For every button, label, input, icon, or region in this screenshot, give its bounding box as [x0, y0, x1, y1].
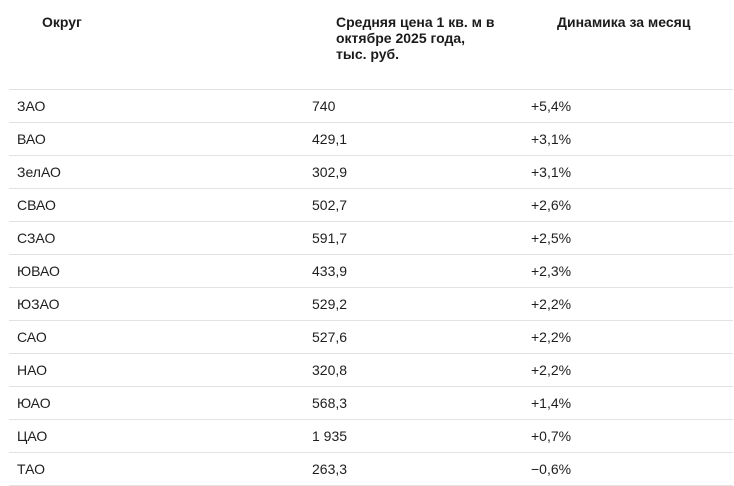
- cell-price: 502,7: [312, 197, 348, 213]
- table-row: ЮЗАО 529,2 +2,2%: [9, 288, 733, 321]
- table-row: ЗелАО 302,9 +3,1%: [9, 156, 733, 189]
- table-row: ЦАО 1 935 +0,7%: [9, 420, 733, 453]
- table-row: ЮВАО 433,9 +2,3%: [9, 255, 733, 288]
- cell-district: ЗАО: [17, 98, 46, 114]
- table-row: НАО 320,8 +2,2%: [9, 354, 733, 387]
- cell-dynamics: +3,1%: [531, 131, 572, 147]
- cell-district: СВАО: [17, 197, 56, 213]
- cell-district: ЮВАО: [17, 263, 60, 279]
- cell-dynamics: +1,4%: [531, 395, 572, 411]
- cell-district: САО: [17, 329, 47, 345]
- cell-price: 263,3: [312, 461, 348, 477]
- table-row: ЮАО 568,3 +1,4%: [9, 387, 733, 420]
- price-table: Округ Средняя цена 1 кв. м в октябре 202…: [9, 0, 733, 486]
- table-row: ЗАО 740 +5,4%: [9, 90, 733, 123]
- cell-district: ЮЗАО: [17, 296, 60, 312]
- header-district: Округ: [42, 14, 82, 30]
- table-row: СВАО 502,7 +2,6%: [9, 189, 733, 222]
- table-row: ТАО 263,3 −0,6%: [9, 453, 733, 486]
- table-row: ВАО 429,1 +3,1%: [9, 123, 733, 156]
- header-dynamics: Динамика за месяц: [557, 14, 691, 30]
- cell-district: СЗАО: [17, 230, 56, 246]
- cell-dynamics: −0,6%: [531, 461, 572, 477]
- cell-dynamics: +2,5%: [531, 230, 572, 246]
- cell-dynamics: +2,6%: [531, 197, 572, 213]
- table-row: САО 527,6 +2,2%: [9, 321, 733, 354]
- cell-dynamics: +0,7%: [531, 428, 572, 444]
- cell-district: ЗелАО: [17, 164, 61, 180]
- cell-price: 527,6: [312, 329, 348, 345]
- table-body: ЗАО 740 +5,4% ВАО 429,1 +3,1% ЗелАО 302,9 +3,1% С…: [9, 90, 733, 486]
- cell-price: 740: [312, 98, 336, 114]
- cell-dynamics: +5,4%: [531, 98, 572, 114]
- cell-dynamics: +3,1%: [531, 164, 572, 180]
- cell-price: 529,2: [312, 296, 348, 312]
- cell-price: 429,1: [312, 131, 348, 147]
- cell-price: 1 935: [312, 428, 348, 444]
- cell-district: ЦАО: [17, 428, 48, 444]
- table-header: Округ Средняя цена 1 кв. м в октябре 202…: [9, 0, 733, 90]
- cell-price: 302,9: [312, 164, 348, 180]
- cell-dynamics: +2,2%: [531, 329, 572, 345]
- cell-district: ТАО: [17, 461, 46, 477]
- cell-dynamics: +2,3%: [531, 263, 572, 279]
- cell-dynamics: +2,2%: [531, 362, 572, 378]
- cell-price: 591,7: [312, 230, 348, 246]
- cell-district: ВАО: [17, 131, 46, 147]
- table-row: СЗАО 591,7 +2,5%: [9, 222, 733, 255]
- cell-dynamics: +2,2%: [531, 296, 572, 312]
- cell-price: 320,8: [312, 362, 348, 378]
- cell-price: 568,3: [312, 395, 348, 411]
- header-price: Средняя цена 1 кв. м в октябре 2025 года…: [336, 14, 495, 62]
- cell-district: ЮАО: [17, 395, 51, 411]
- cell-price: 433,9: [312, 263, 348, 279]
- cell-district: НАО: [17, 362, 48, 378]
